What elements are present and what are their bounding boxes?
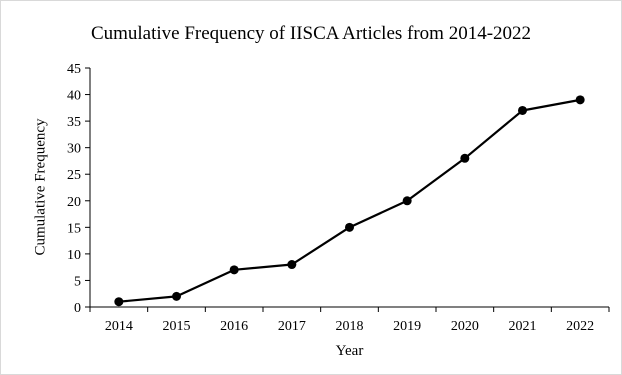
data-point [345, 222, 354, 232]
x-tick-label: 2018 [336, 319, 364, 334]
x-tick-label: 2019 [393, 319, 421, 334]
data-point [229, 265, 239, 275]
data-point [287, 260, 297, 270]
x-tick-label: 2016 [220, 319, 248, 334]
y-tick-label: 40 [67, 89, 81, 104]
y-tick-label: 30 [67, 142, 81, 157]
x-tick-label: 2014 [105, 319, 133, 334]
x-tick-label: 2022 [566, 319, 594, 334]
y-tick-label: 35 [67, 115, 81, 130]
data-point [518, 105, 527, 115]
x-tick-label: 2015 [163, 319, 191, 334]
y-tick-label: 0 [74, 301, 81, 316]
y-tick-label: 15 [67, 221, 81, 236]
data-point [172, 291, 181, 301]
y-tick-label: 10 [67, 248, 81, 263]
data-point [402, 196, 412, 206]
axes [89, 68, 609, 308]
x-axis-ticks: 2014 2015 2016 2017 2018 2019 2020 2021 2022 [89, 307, 610, 334]
y-axis-ticks: 0 5 10 15 20 25 30 35 40 45 [67, 62, 90, 316]
data-point [460, 153, 470, 163]
y-tick-label: 5 [74, 274, 81, 289]
series [114, 95, 585, 307]
y-tick-label: 25 [67, 168, 81, 183]
data-point [575, 95, 585, 105]
series-line [118, 98, 581, 303]
x-axis-label: Year [335, 343, 364, 359]
data-point [114, 297, 124, 307]
x-tick-label: 2020 [451, 319, 479, 334]
y-tick-label: 20 [67, 195, 81, 210]
y-axis-label: Cumulative Frequency [32, 118, 49, 256]
y-tick-label: 45 [67, 62, 81, 77]
chart-title: Cumulative Frequency of IISCA Articles f… [90, 23, 532, 44]
x-tick-label: 2017 [278, 319, 306, 334]
x-tick-label: 2021 [509, 319, 537, 334]
